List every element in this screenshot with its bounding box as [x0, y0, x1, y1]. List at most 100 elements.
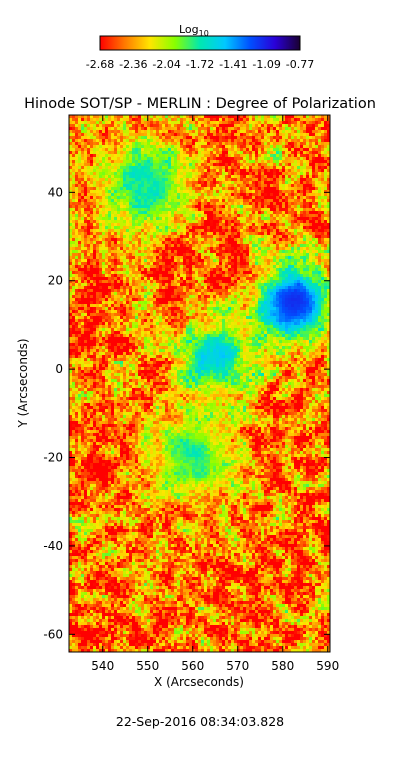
- heatmap-cell: [129, 229, 133, 233]
- heatmap-cell: [282, 253, 286, 257]
- heatmap-cell: [75, 214, 79, 218]
- heatmap-cell: [309, 115, 313, 119]
- heatmap-cell: [156, 166, 160, 170]
- heatmap-cell: [198, 196, 202, 200]
- heatmap-cell: [285, 223, 289, 227]
- heatmap-cell: [327, 181, 330, 185]
- heatmap-cell: [324, 184, 328, 188]
- heatmap-cell: [306, 238, 310, 242]
- heatmap-cell: [156, 142, 160, 146]
- heatmap-cell: [309, 139, 313, 143]
- heatmap-cell: [69, 217, 73, 221]
- heatmap-cell: [120, 271, 124, 275]
- heatmap-cell: [177, 220, 181, 224]
- heatmap-cell: [189, 154, 193, 158]
- heatmap-cell: [129, 271, 133, 275]
- heatmap-cell: [90, 211, 94, 215]
- heatmap-cell: [108, 160, 112, 164]
- heatmap-cell: [81, 265, 85, 269]
- heatmap-cell: [306, 181, 310, 185]
- heatmap-cell: [195, 226, 199, 230]
- heatmap-cell: [132, 139, 136, 143]
- heatmap-cell: [96, 163, 100, 167]
- heatmap-cell: [198, 163, 202, 167]
- heatmap-cell: [93, 130, 97, 134]
- heatmap-cell: [138, 214, 142, 218]
- heatmap-cell: [96, 151, 100, 155]
- heatmap-cell: [309, 133, 313, 137]
- heatmap-cell: [267, 142, 271, 146]
- heatmap-cell: [246, 223, 250, 227]
- heatmap-cell: [264, 211, 268, 215]
- heatmap-cell: [180, 139, 184, 143]
- heatmap-cell: [219, 259, 223, 263]
- heatmap-cell: [249, 139, 253, 143]
- heatmap-cell: [258, 178, 262, 182]
- heatmap-cell: [192, 187, 196, 191]
- heatmap-cell: [69, 136, 73, 140]
- heatmap-cell: [156, 220, 160, 224]
- heatmap-cell: [135, 154, 139, 158]
- heatmap-cell: [210, 256, 214, 260]
- heatmap-cell: [192, 130, 196, 134]
- heatmap-cell: [162, 247, 166, 251]
- heatmap-cell: [117, 259, 121, 263]
- heatmap-cell: [105, 253, 109, 257]
- heatmap-cell: [141, 148, 145, 152]
- heatmap-cell: [258, 232, 262, 236]
- heatmap-cell: [279, 160, 283, 164]
- heatmap-cell: [288, 154, 292, 158]
- heatmap-cell: [159, 241, 163, 245]
- heatmap-cell: [309, 223, 313, 227]
- heatmap-cell: [285, 160, 289, 164]
- heatmap-cell: [279, 223, 283, 227]
- heatmap-cell: [171, 214, 175, 218]
- heatmap-cell: [222, 121, 226, 125]
- heatmap-cell: [285, 115, 289, 119]
- heatmap-cell: [123, 226, 127, 230]
- heatmap-cell: [255, 181, 259, 185]
- heatmap-cell: [261, 139, 265, 143]
- heatmap-cell: [195, 274, 199, 278]
- heatmap-cell: [219, 196, 223, 200]
- heatmap-cell: [222, 118, 226, 122]
- heatmap-cell: [105, 211, 109, 215]
- heatmap-cell: [300, 157, 304, 161]
- heatmap-cell: [156, 178, 160, 182]
- heatmap-cell: [192, 136, 196, 140]
- heatmap-cell: [78, 166, 82, 170]
- heatmap-cell: [282, 217, 286, 221]
- heatmap-cell: [165, 202, 169, 206]
- heatmap-cell: [258, 139, 262, 143]
- heatmap-cell: [117, 283, 121, 287]
- heatmap-cell: [141, 133, 145, 137]
- heatmap-cell: [99, 199, 103, 203]
- heatmap-cell: [105, 184, 109, 188]
- heatmap-cell: [84, 163, 88, 167]
- heatmap-cell: [261, 118, 265, 122]
- heatmap-cell: [90, 145, 94, 149]
- heatmap-cell: [261, 226, 265, 230]
- heatmap-cell: [129, 142, 133, 146]
- heatmap-cell: [285, 202, 289, 206]
- heatmap-cell: [147, 169, 151, 173]
- heatmap-cell: [249, 127, 253, 131]
- heatmap-cell: [279, 115, 283, 119]
- heatmap-cell: [159, 148, 163, 152]
- heatmap-cell: [99, 223, 103, 227]
- heatmap-cell: [120, 211, 124, 215]
- heatmap-cell: [120, 205, 124, 209]
- heatmap-cell: [249, 151, 253, 155]
- heatmap-cell: [300, 253, 304, 257]
- heatmap-cell: [186, 235, 190, 239]
- heatmap-cell: [303, 262, 307, 266]
- heatmap-cell: [249, 163, 253, 167]
- heatmap-cell: [99, 202, 103, 206]
- heatmap-cell: [321, 280, 325, 284]
- heatmap-cell: [267, 178, 271, 182]
- heatmap-cell: [282, 283, 286, 287]
- heatmap-cell: [96, 190, 100, 194]
- heatmap-cell: [102, 262, 106, 266]
- heatmap-cell: [183, 208, 187, 212]
- heatmap-cell: [318, 271, 322, 275]
